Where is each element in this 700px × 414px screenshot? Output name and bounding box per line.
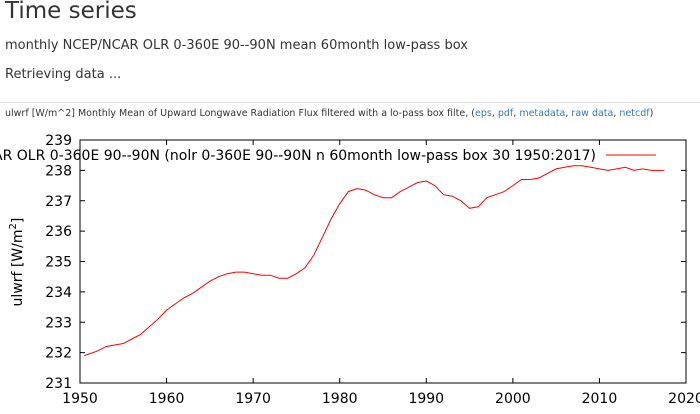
link-pdf[interactable]: pdf [497, 108, 514, 119]
y-axis-label: ulwrf [W/m2] [8, 218, 26, 307]
x-tick-label: 1960 [149, 391, 185, 407]
chart: 231 232 233 234 235 236 237 238 239 1950 1960 1970… [0, 133, 700, 407]
y-tick-label: 238 [45, 163, 72, 179]
divider [0, 102, 700, 103]
link-eps[interactable]: eps [475, 108, 492, 119]
y-tick-label: 231 [45, 376, 72, 392]
x-tick-label: 2000 [495, 391, 531, 407]
y-tick-label: 232 [45, 346, 72, 362]
plot-area: 231 232 233 234 235 236 237 238 239 1950 1960 1970… [0, 133, 700, 407]
figure-caption: ulwrf [W/m^2] Monthly Mean of Upward Lon… [5, 108, 654, 119]
y-tick-label: 233 [45, 315, 72, 331]
status-text: Retrieving data ... [5, 67, 122, 82]
series-line [84, 165, 665, 357]
x-tick-label: 1980 [322, 391, 358, 407]
page-title: Time series [5, 0, 137, 24]
x-axis: 1950 1960 1970 1980 1990 2000 2010 2020 [62, 140, 700, 407]
x-tick-label: 2020 [668, 391, 700, 407]
y-tick-label: 235 [45, 255, 72, 271]
caption-text: ulwrf [W/m^2] Monthly Mean of Upward Lon… [5, 108, 475, 119]
link-raw-data[interactable]: raw data [571, 108, 614, 119]
caption-close: ) [649, 108, 654, 119]
x-tick-label: 2010 [582, 391, 618, 407]
x-tick-label: 1950 [62, 391, 98, 407]
plot-frame [79, 139, 687, 384]
y-axis: 231 232 233 234 235 236 237 238 239 [45, 133, 686, 392]
y-tick-label: 237 [45, 194, 72, 210]
legend-label: AR OLR 0-360E 90--90N (nolr 0-360E 90--9… [0, 148, 596, 164]
dataset-subtitle: monthly NCEP/NCAR OLR 0-360E 90--90N mea… [5, 38, 468, 53]
legend: AR OLR 0-360E 90--90N (nolr 0-360E 90--9… [0, 148, 656, 164]
y-tick-label: 234 [45, 285, 72, 301]
y-tick-label: 239 [45, 133, 72, 149]
x-tick-label: 1990 [408, 391, 444, 407]
y-tick-label: 236 [45, 224, 72, 240]
link-netcdf[interactable]: netcdf [619, 108, 650, 119]
x-tick-label: 1970 [235, 391, 271, 407]
link-metadata[interactable]: metadata [519, 108, 566, 119]
